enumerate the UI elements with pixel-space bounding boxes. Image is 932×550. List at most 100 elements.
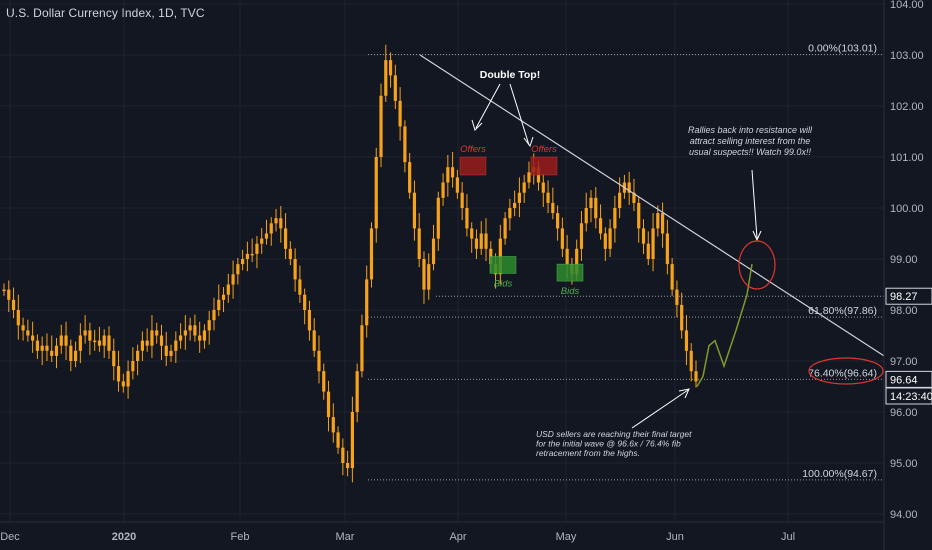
- time-tick-label: 2020: [112, 531, 136, 543]
- candle-body: [183, 330, 187, 336]
- sellers-note-line: retracement from the highs.: [536, 448, 640, 458]
- candle-body: [627, 182, 631, 193]
- candle-body: [145, 340, 149, 346]
- candle-body: [613, 208, 617, 229]
- sellers-arrowhead: [678, 388, 690, 399]
- drawings: Offers Offers Bids Bids Double Top! Rallies b…: [419, 54, 885, 458]
- candle-body: [312, 330, 316, 351]
- candle-body: [618, 192, 622, 208]
- candle-body: [274, 218, 278, 224]
- bids-box: [556, 263, 584, 282]
- candle-body: [603, 233, 607, 249]
- time-tick-label: Jul: [781, 531, 795, 543]
- rallies-arrowhead: [752, 230, 762, 242]
- candle-body: [131, 361, 135, 372]
- candle-body: [236, 264, 240, 275]
- price-label-box: [885, 370, 932, 388]
- candle-body: [264, 233, 269, 239]
- candle-body: [269, 223, 273, 234]
- candle-body: [541, 182, 545, 193]
- candle-body: [403, 126, 407, 163]
- chart-title: U.S. Dollar Currency Index, 1D, TVC: [6, 6, 205, 20]
- candle-body: [598, 218, 603, 234]
- double-top-arrow: [475, 83, 501, 129]
- price-label-box: [885, 387, 932, 405]
- candle-body: [346, 463, 350, 469]
- candle-body: [293, 259, 297, 280]
- candle-body: [503, 218, 507, 239]
- candle-body: [159, 335, 164, 346]
- candle-body: [350, 412, 354, 469]
- candle-body: [317, 350, 321, 372]
- price-tick-label: 104.00: [890, 0, 924, 11]
- candle-body: [474, 238, 479, 249]
- candle-body: [83, 330, 87, 336]
- candle-body: [374, 157, 378, 229]
- candle-body: [164, 345, 168, 356]
- sellers-note-line: USD sellers are reaching their final tar…: [536, 429, 692, 439]
- candles: [2, 44, 698, 483]
- resistance-trendline: [419, 54, 885, 357]
- candle-body: [608, 228, 612, 249]
- candle-body: [121, 381, 125, 387]
- candle-body: [69, 345, 73, 361]
- price-label-box: [885, 287, 932, 305]
- candle-body: [422, 259, 426, 290]
- candle-body: [365, 279, 369, 326]
- candle-body: [97, 340, 102, 346]
- candle-body: [637, 202, 641, 229]
- price-label: 98.27: [890, 291, 918, 303]
- candle-body: [303, 294, 307, 310]
- candle-body: [207, 320, 211, 331]
- candle-body: [178, 335, 183, 341]
- candle-body: [298, 279, 302, 295]
- candle-body: [408, 162, 412, 193]
- candle-body: [217, 299, 221, 310]
- price-tick-label: 102.00: [890, 101, 924, 113]
- candle-body: [388, 60, 393, 76]
- offers-box: [530, 156, 558, 176]
- candle-body: [322, 371, 326, 392]
- candle-body: [202, 330, 207, 341]
- candle-body: [174, 340, 178, 351]
- candle-body: [675, 289, 679, 305]
- rallies-arrow: [751, 169, 758, 239]
- candle-body: [193, 325, 197, 336]
- candle-body: [680, 304, 684, 331]
- price-tick-label: 98.00: [890, 305, 918, 317]
- candle-body: [50, 350, 54, 356]
- candle-body: [126, 371, 130, 387]
- candle-body: [107, 335, 111, 351]
- candle-body: [11, 299, 16, 310]
- candle-body: [484, 233, 488, 249]
- time-tick-label: Feb: [231, 531, 250, 543]
- candle-body: [508, 208, 512, 219]
- candle-body: [31, 335, 35, 341]
- candle-body: [136, 350, 140, 361]
- rallies-note-line: usual suspects!! Watch 99.0x!!: [689, 147, 811, 157]
- candle-body: [651, 228, 655, 259]
- price-axis: 104.00 103.00 102.00 101.00 100.00 99.00 98.00…: [883, 0, 932, 550]
- candle-body: [283, 228, 288, 249]
- candle-body: [150, 330, 154, 346]
- projection-path: [696, 263, 753, 387]
- fib-levels: 0.00%(103.01) 61.80%(97.86) 76.40%(96.64) 1…: [368, 42, 884, 481]
- candle-body: [446, 167, 450, 183]
- candle-body: [88, 330, 92, 341]
- candle-body: [226, 284, 230, 295]
- candle-body: [427, 264, 431, 290]
- rallies-note-line: attract selling interest from the: [690, 136, 811, 146]
- candle-body: [2, 289, 6, 292]
- candle-body: [660, 213, 665, 234]
- candle-body: [431, 238, 436, 265]
- offers-label: Offers: [460, 144, 486, 155]
- candle-body: [93, 340, 97, 343]
- candle-body: [155, 330, 159, 336]
- candle-body: [441, 182, 445, 198]
- candle-body: [54, 345, 59, 356]
- resistance-ellipse: [738, 240, 776, 290]
- double-top-arrow: [509, 83, 530, 146]
- candle-body: [393, 75, 397, 101]
- candle-body: [360, 325, 364, 372]
